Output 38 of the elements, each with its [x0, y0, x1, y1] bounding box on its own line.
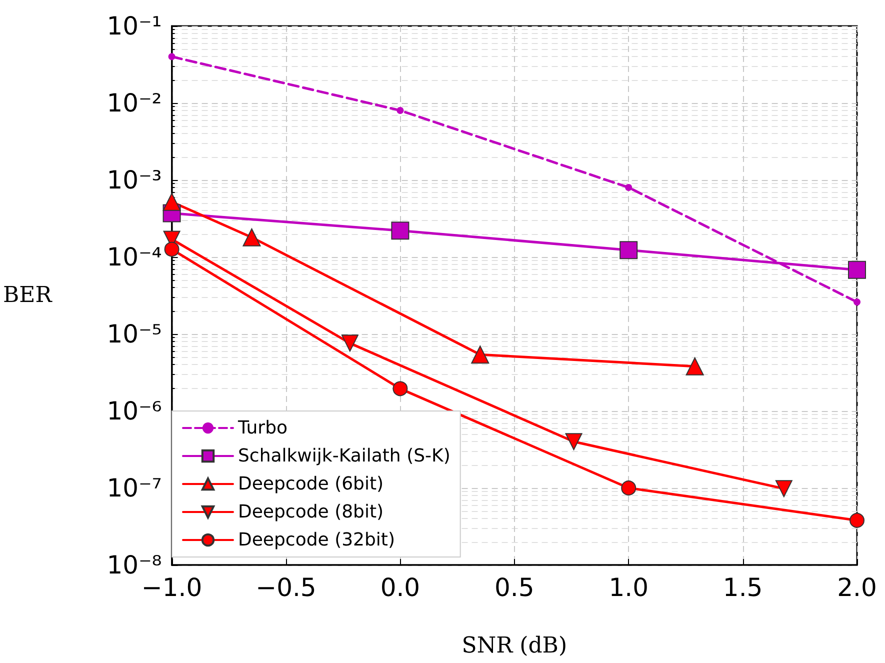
legend-label: Deepcode (8bit)	[238, 502, 384, 522]
y-tick-label: 10⁻⁷	[106, 474, 162, 502]
legend-label: Schalkwijk-Kailath (S-K)	[238, 446, 450, 466]
x-tick-label: −0.5	[256, 573, 316, 602]
y-tick-label: 10⁻²	[106, 88, 162, 118]
y-tick-label: 10⁻⁵	[106, 320, 162, 348]
y-axis-title: BER	[2, 283, 54, 308]
point	[620, 241, 638, 260]
x-tick-label: 1.0	[608, 573, 648, 602]
legend-label: Deepcode (6bit)	[238, 474, 384, 494]
point	[848, 260, 866, 279]
point	[168, 53, 176, 60]
point	[850, 512, 864, 528]
point	[565, 433, 582, 450]
x-tick-label: 2.0	[837, 573, 877, 602]
point	[471, 346, 490, 364]
point	[621, 480, 636, 496]
point	[396, 106, 404, 114]
point	[625, 184, 632, 191]
y-tick-label: 10⁻⁶	[106, 396, 162, 426]
legend-label: Turbo	[237, 418, 288, 438]
point	[242, 228, 261, 246]
y-tick-label: 10⁻⁴	[106, 242, 162, 272]
y-tick-label: 10⁻¹	[106, 12, 162, 40]
point	[341, 334, 358, 352]
x-tick-label: 0.5	[494, 573, 534, 602]
point	[775, 480, 792, 498]
point	[392, 381, 408, 396]
point	[391, 222, 410, 240]
x-tick-label: 1.5	[722, 573, 763, 602]
x-axis-title: SNR (dB)	[462, 634, 568, 658]
x-tick-label: 0.0	[380, 573, 420, 602]
point	[164, 242, 180, 257]
legend-label: Deepcode (32bit)	[238, 530, 395, 550]
point	[162, 192, 181, 211]
y-tick-label: 10⁻³	[106, 166, 162, 194]
point	[854, 298, 860, 306]
point	[686, 357, 704, 376]
